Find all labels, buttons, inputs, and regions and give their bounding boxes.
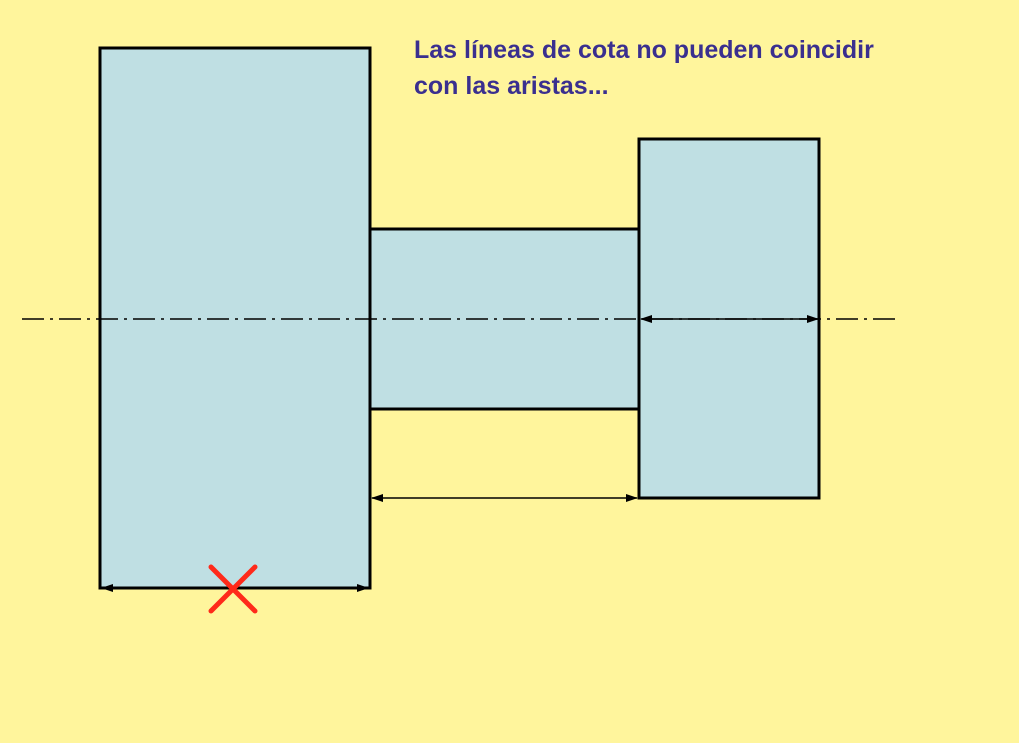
large-cylinder-section — [98, 46, 372, 590]
caption-line-1: Las líneas de cota no pueden coincidir — [414, 36, 874, 64]
caption-line-2: con las aristas... — [414, 72, 609, 100]
slide-caption: Las líneas de cota no pueden coincidir c… — [414, 32, 974, 104]
red-x-icon — [208, 564, 258, 614]
